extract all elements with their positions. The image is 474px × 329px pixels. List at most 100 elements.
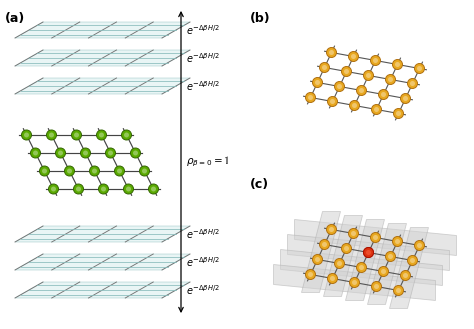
Circle shape <box>101 187 106 191</box>
Polygon shape <box>294 219 456 256</box>
Circle shape <box>51 187 56 191</box>
Polygon shape <box>15 78 190 94</box>
Circle shape <box>74 133 79 138</box>
Polygon shape <box>15 226 190 242</box>
Circle shape <box>73 184 83 194</box>
Circle shape <box>341 243 352 254</box>
Circle shape <box>126 187 131 191</box>
Circle shape <box>328 273 337 284</box>
Circle shape <box>329 50 334 55</box>
Text: (c): (c) <box>250 178 269 191</box>
Circle shape <box>121 130 131 140</box>
Circle shape <box>341 66 352 77</box>
Circle shape <box>99 133 104 138</box>
Circle shape <box>408 79 418 89</box>
Circle shape <box>371 56 381 65</box>
Circle shape <box>349 277 359 288</box>
Circle shape <box>395 239 400 244</box>
Circle shape <box>64 166 74 176</box>
Polygon shape <box>273 265 436 300</box>
Circle shape <box>351 231 356 236</box>
Polygon shape <box>323 215 363 296</box>
Circle shape <box>371 233 381 242</box>
Polygon shape <box>301 212 340 292</box>
Circle shape <box>81 148 91 158</box>
Circle shape <box>364 70 374 81</box>
Circle shape <box>33 150 38 156</box>
Circle shape <box>352 103 357 108</box>
Circle shape <box>366 73 371 78</box>
Circle shape <box>330 276 335 281</box>
Circle shape <box>83 150 88 156</box>
Circle shape <box>393 109 403 118</box>
Text: $e^{-\Delta\beta H/2}$: $e^{-\Delta\beta H/2}$ <box>186 255 220 269</box>
Circle shape <box>319 240 329 249</box>
Circle shape <box>410 258 415 263</box>
Circle shape <box>90 166 100 176</box>
Circle shape <box>115 166 125 176</box>
Circle shape <box>414 240 425 250</box>
Circle shape <box>117 168 122 173</box>
Circle shape <box>374 284 379 289</box>
Text: $e^{-\Delta\beta H/2}$: $e^{-\Delta\beta H/2}$ <box>186 227 220 241</box>
Circle shape <box>130 148 140 158</box>
Circle shape <box>337 84 342 89</box>
Circle shape <box>401 93 410 104</box>
Circle shape <box>142 168 147 173</box>
Circle shape <box>374 107 379 112</box>
Circle shape <box>106 148 116 158</box>
Circle shape <box>124 133 129 138</box>
Text: $\rho_{\beta=0}=\mathbb{1}$: $\rho_{\beta=0}=\mathbb{1}$ <box>186 155 229 169</box>
Circle shape <box>42 168 47 173</box>
Circle shape <box>335 82 345 91</box>
Polygon shape <box>15 254 190 270</box>
Circle shape <box>46 130 56 140</box>
Circle shape <box>351 54 356 59</box>
Circle shape <box>372 282 382 291</box>
Polygon shape <box>288 235 449 270</box>
Circle shape <box>327 224 337 235</box>
Circle shape <box>55 148 65 158</box>
Circle shape <box>348 229 358 239</box>
Text: $e^{-\Delta\beta H/2}$: $e^{-\Delta\beta H/2}$ <box>186 23 220 37</box>
Circle shape <box>99 184 109 194</box>
Circle shape <box>72 130 82 140</box>
Circle shape <box>49 133 54 138</box>
Circle shape <box>417 66 422 71</box>
Circle shape <box>392 60 402 69</box>
Text: (b): (b) <box>250 12 271 25</box>
Circle shape <box>396 111 401 116</box>
Circle shape <box>396 288 401 293</box>
Circle shape <box>329 227 334 232</box>
Circle shape <box>414 63 425 73</box>
Polygon shape <box>390 227 428 309</box>
Circle shape <box>381 269 386 274</box>
Circle shape <box>408 256 418 266</box>
Circle shape <box>366 250 371 255</box>
Circle shape <box>388 254 393 259</box>
Circle shape <box>108 150 113 156</box>
Circle shape <box>92 168 97 173</box>
Circle shape <box>385 251 395 262</box>
Circle shape <box>308 95 313 100</box>
Circle shape <box>356 263 366 272</box>
Circle shape <box>381 92 386 97</box>
Polygon shape <box>15 282 190 298</box>
Text: (a): (a) <box>5 12 25 25</box>
Text: $e^{-\Delta\beta H/2}$: $e^{-\Delta\beta H/2}$ <box>186 51 220 65</box>
Circle shape <box>348 52 358 62</box>
Circle shape <box>58 150 63 156</box>
Polygon shape <box>15 50 190 66</box>
Circle shape <box>337 261 342 266</box>
Circle shape <box>352 280 357 285</box>
Circle shape <box>335 259 345 268</box>
Polygon shape <box>367 223 407 305</box>
Circle shape <box>395 62 400 67</box>
Circle shape <box>133 150 138 156</box>
Circle shape <box>373 235 378 240</box>
Circle shape <box>30 148 40 158</box>
Circle shape <box>349 100 359 111</box>
Circle shape <box>403 273 408 278</box>
Circle shape <box>124 184 134 194</box>
Circle shape <box>403 96 408 101</box>
